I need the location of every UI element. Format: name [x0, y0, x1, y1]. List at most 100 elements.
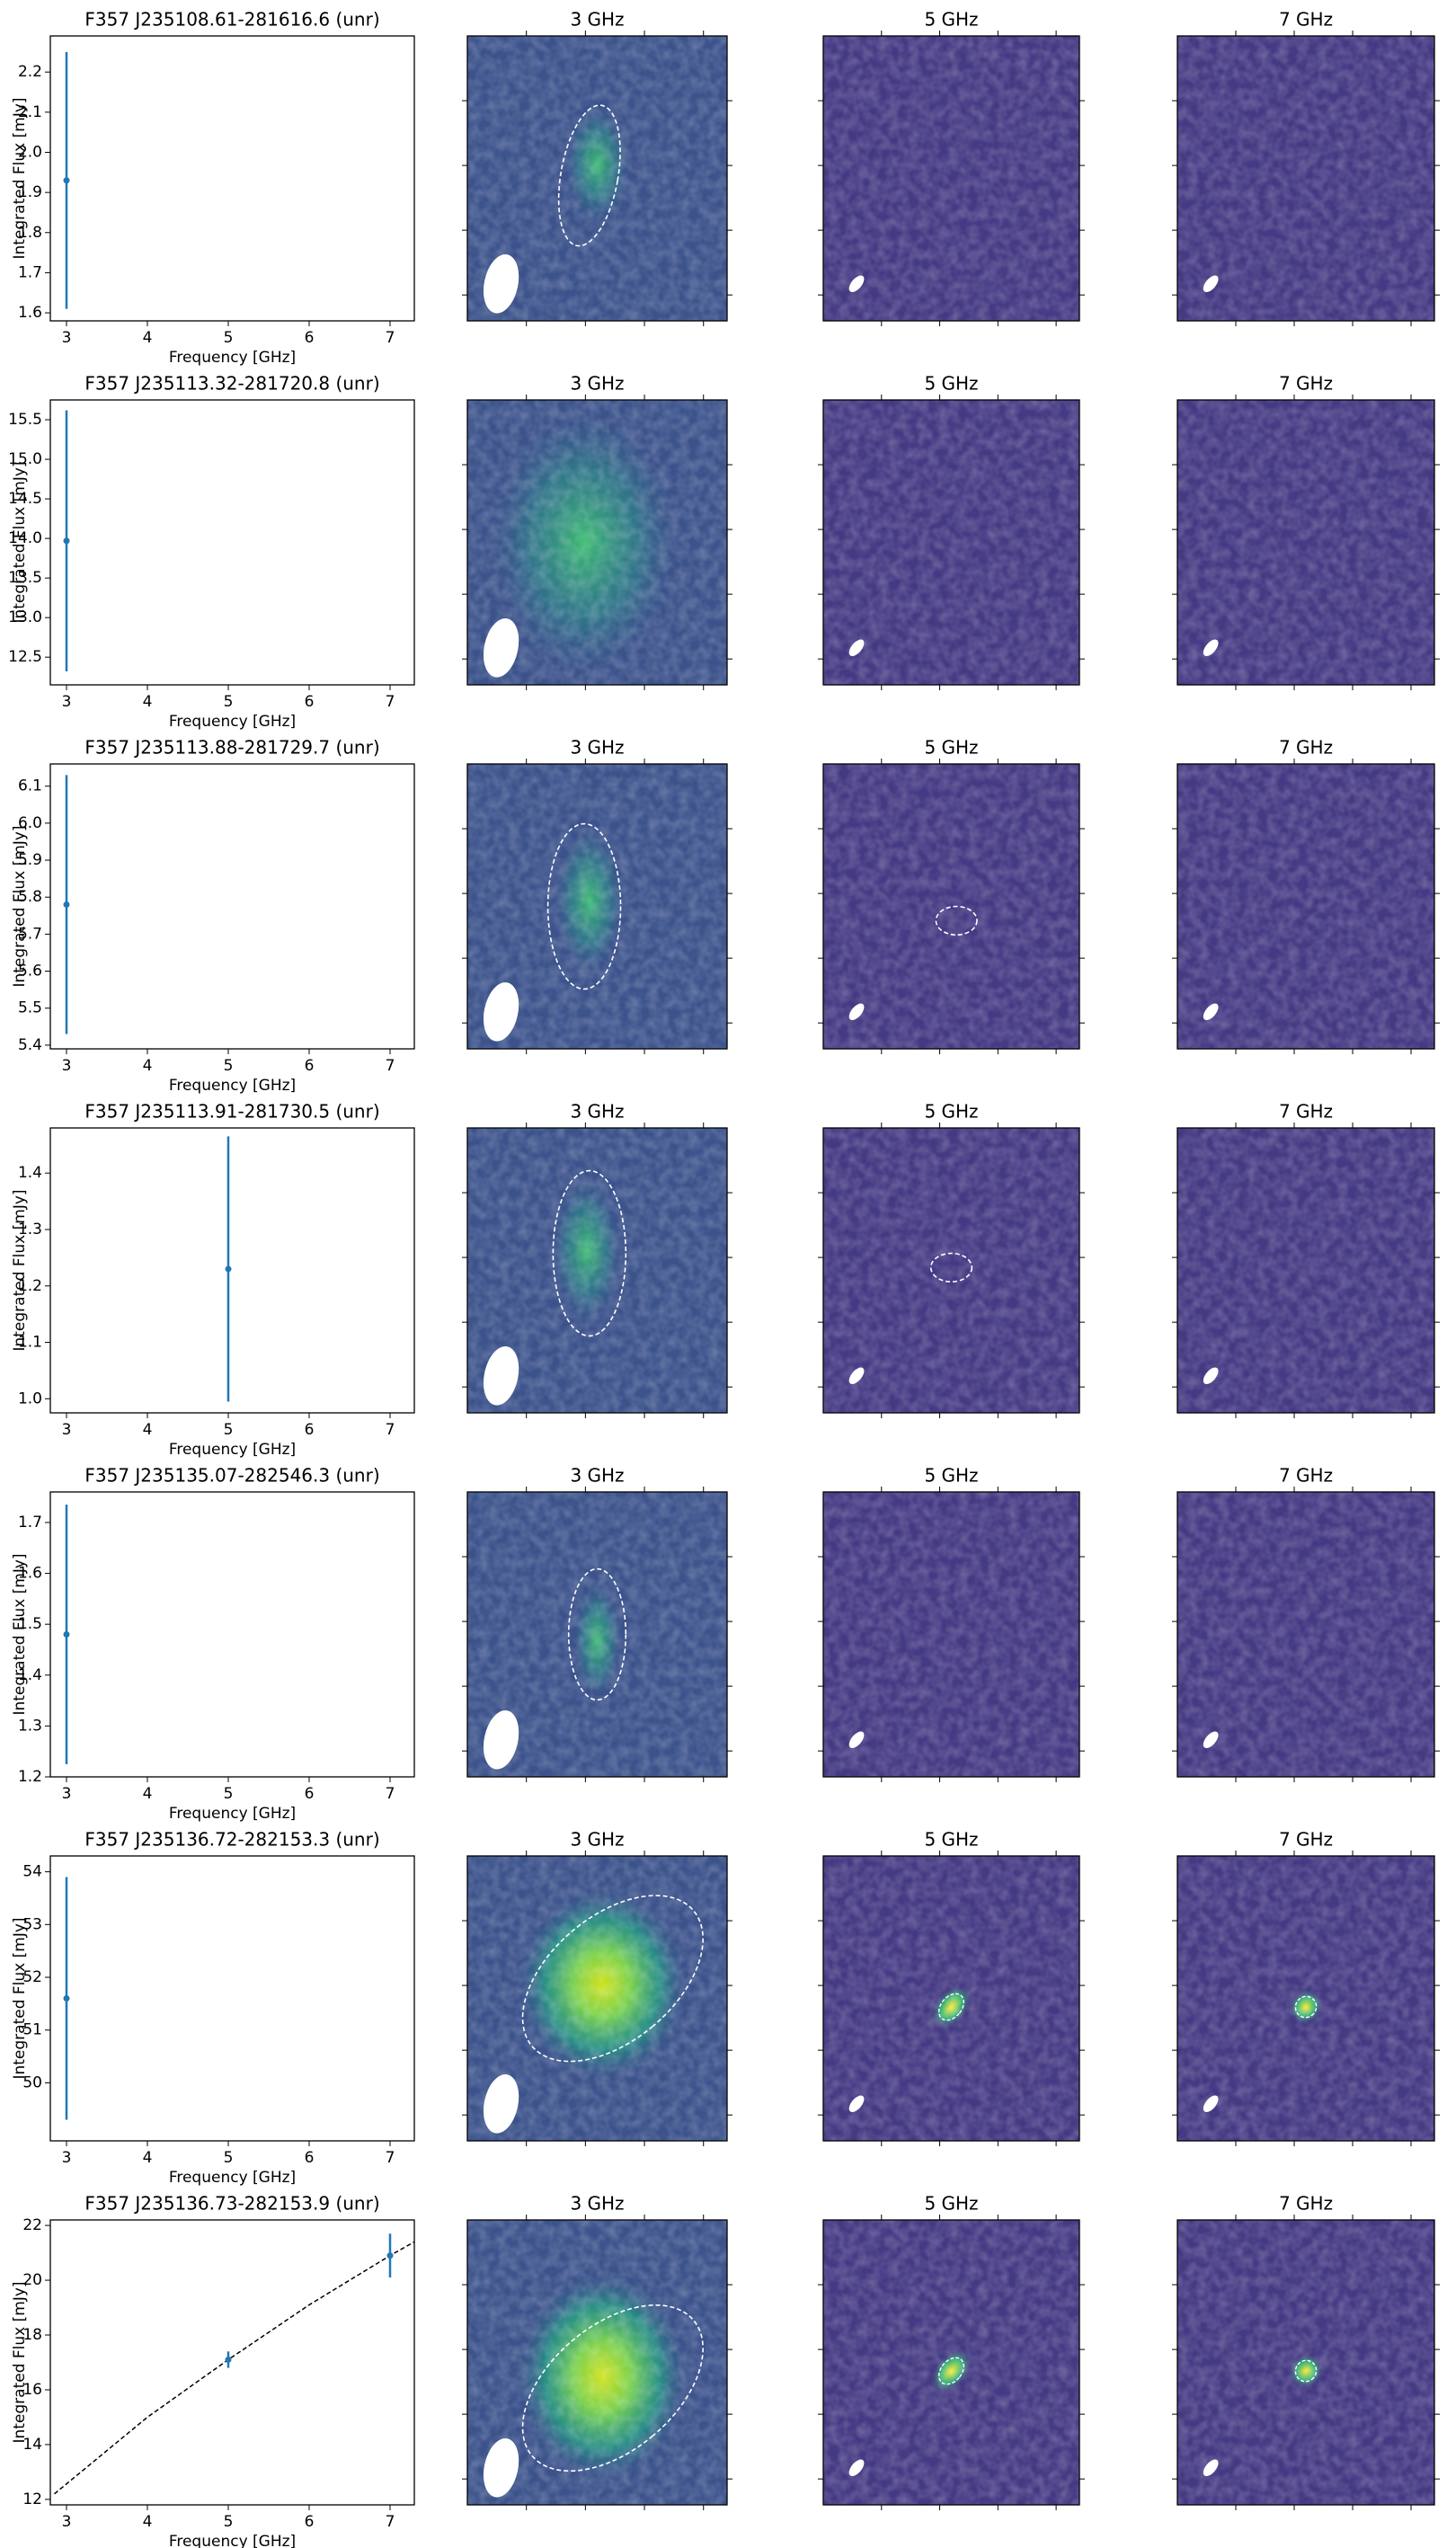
image-noise — [1177, 36, 1434, 321]
x-tick-label: 3 — [62, 693, 72, 711]
panel-title: 3 GHz — [570, 1101, 624, 1123]
panel-frame — [1176, 1127, 1435, 1414]
beam — [483, 2437, 519, 2498]
x-tick-label: 7 — [386, 1057, 395, 1075]
image-panel — [467, 1856, 727, 2141]
image-panel — [467, 1128, 727, 1413]
image-panel — [467, 1492, 727, 1777]
panel-frame — [1176, 1491, 1435, 1778]
image-panel — [1177, 1856, 1434, 2141]
image-noise — [1177, 1492, 1434, 1777]
image-noise — [1177, 1128, 1434, 1413]
image-noise — [823, 36, 1079, 321]
y-tick-label: 15.0 — [8, 450, 42, 468]
y-tick-label: 1.2 — [18, 1277, 42, 1295]
y-tick-label: 12.5 — [8, 648, 42, 666]
panel-title: 3 GHz — [570, 1465, 624, 1487]
y-tick-label: 2.1 — [18, 103, 42, 121]
x-tick-label: 6 — [305, 693, 315, 711]
y-tick-label: 53 — [22, 1915, 42, 1933]
beam — [1203, 2095, 1219, 2113]
image-noise — [1177, 1856, 1434, 2141]
image-noise — [823, 764, 1079, 1049]
x-tick-label: 3 — [62, 1057, 72, 1075]
plot-frame — [49, 2219, 415, 2506]
data-point — [63, 177, 70, 184]
beam — [1203, 639, 1219, 657]
panel-frame — [1176, 763, 1435, 1050]
plot-frame — [49, 763, 415, 1050]
plot-title: F357 J235113.91-281730.5 (unr) — [84, 1101, 379, 1123]
y-tick-label: 13.5 — [8, 569, 42, 587]
panel-title: 3 GHz — [570, 9, 624, 31]
x-tick-label: 6 — [305, 2149, 315, 2167]
y-tick-label: 5.9 — [18, 851, 42, 869]
beam — [483, 617, 519, 678]
y-tick-label: 1.7 — [18, 1514, 42, 1531]
plot-frame — [49, 1855, 415, 2142]
panel-title: 7 GHz — [1279, 737, 1333, 759]
panel-title: 7 GHz — [1279, 1101, 1333, 1123]
panel-frame — [822, 1127, 1080, 1414]
beam — [1203, 275, 1219, 293]
beam — [1203, 1003, 1219, 1021]
source-ellipse — [552, 1169, 627, 1337]
x-tick-label: 3 — [62, 329, 72, 347]
image-panel — [823, 2220, 1079, 2505]
source-ellipse — [546, 822, 622, 990]
plot-title: F357 J235135.07-282546.3 (unr) — [84, 1465, 379, 1487]
x-tick-label: 7 — [386, 1421, 395, 1439]
y-tick-label: 12 — [22, 2490, 42, 2508]
y-axis-label: Integrated Flux [mJy] — [11, 2281, 29, 2443]
data-point — [63, 1631, 70, 1638]
y-tick-label: 1.3 — [18, 1221, 42, 1238]
y-tick-label: 2.2 — [18, 63, 42, 81]
y-tick-label: 1.1 — [18, 1334, 42, 1352]
image-noise — [823, 1128, 1079, 1413]
image-panel — [1177, 36, 1434, 321]
data-point — [225, 2356, 232, 2363]
x-tick-label: 5 — [224, 1421, 234, 1439]
plot-title: F357 J235113.88-281729.7 (unr) — [84, 737, 379, 759]
beam — [848, 2459, 865, 2477]
panel-frame — [822, 2219, 1080, 2506]
y-axis-label: Integrated Flux [mJy] — [11, 461, 29, 623]
y-tick-label: 52 — [22, 1968, 42, 1986]
plot-title: F357 J235113.32-281720.8 (unr) — [84, 373, 379, 395]
panel-title: 5 GHz — [924, 737, 978, 759]
panel-title: 5 GHz — [924, 2193, 978, 2215]
x-tick-label: 3 — [62, 2149, 72, 2167]
source-ellipse — [935, 905, 978, 937]
y-tick-label: 50 — [22, 2073, 42, 2091]
beam — [1203, 1731, 1219, 1749]
y-tick-label: 1.4 — [18, 1164, 42, 1182]
y-tick-label: 14 — [22, 2436, 42, 2454]
source-ellipse — [937, 1993, 965, 2021]
x-axis-label: Frequency [GHz] — [169, 713, 296, 731]
beam — [848, 1731, 865, 1749]
panel-title: 3 GHz — [570, 1829, 624, 1851]
image-panel — [467, 36, 727, 321]
beam — [1203, 2459, 1219, 2477]
y-tick-label: 1.9 — [18, 183, 42, 201]
source-ellipse — [1294, 1995, 1318, 2019]
x-axis-label: Frequency [GHz] — [169, 1077, 296, 1095]
panel-title: 7 GHz — [1279, 9, 1333, 31]
x-axis-label: Frequency [GHz] — [169, 1805, 296, 1823]
beam — [483, 253, 519, 314]
y-tick-label: 1.3 — [18, 1717, 42, 1735]
x-tick-label: 7 — [386, 2513, 395, 2531]
panel-title: 5 GHz — [924, 1465, 978, 1487]
beam — [483, 1345, 519, 1406]
image-noise — [823, 400, 1079, 685]
y-axis-label: Integrated Flux [mJy] — [11, 1553, 29, 1715]
y-tick-label: 1.8 — [18, 224, 42, 242]
beam — [848, 275, 865, 293]
y-tick-label: 2.0 — [18, 143, 42, 161]
x-tick-label: 4 — [143, 329, 153, 347]
panel-frame — [466, 1855, 728, 2142]
x-tick-label: 6 — [305, 1057, 315, 1075]
x-tick-label: 6 — [305, 329, 315, 347]
panel-title: 5 GHz — [924, 1101, 978, 1123]
beam — [848, 2095, 865, 2113]
